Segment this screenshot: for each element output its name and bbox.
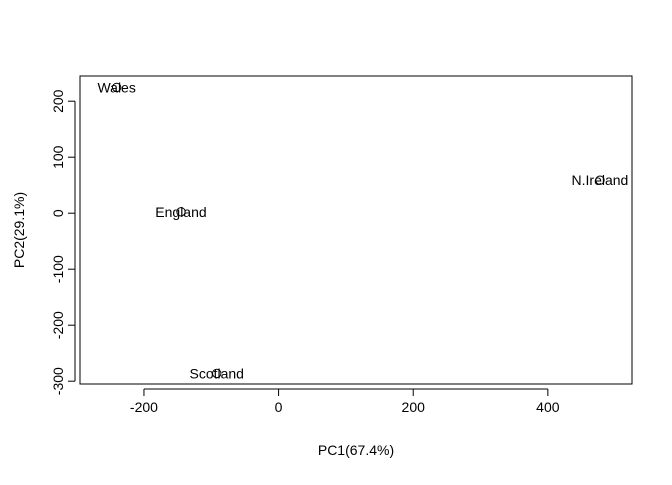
- y-tick-label: 200: [50, 89, 66, 113]
- point-scotland: [212, 368, 222, 379]
- point-wales: [111, 82, 122, 93]
- point-labels-layer: England Wales Scotland N.Ireland: [97, 79, 628, 381]
- point-n-ireland: [595, 175, 605, 185]
- x-tick-label: 200: [402, 399, 426, 415]
- x-tick-label: 400: [536, 399, 560, 415]
- x-axis: -200 0 200 400: [130, 388, 560, 415]
- point-england: [176, 207, 186, 217]
- x-axis-title: PC1(67.4%): [318, 442, 394, 458]
- y-axis: -300 -200 -100 0 100 200: [50, 89, 76, 395]
- point-label-scotland: Scotland: [189, 365, 243, 381]
- plot-box-layer: [79, 75, 633, 385]
- y-tick-label: 0: [50, 209, 66, 217]
- y-tick-label: -300: [50, 367, 66, 395]
- x-tick-label: 0: [275, 399, 283, 415]
- x-tick-label: -200: [130, 399, 158, 415]
- y-tick-label: 100: [50, 145, 66, 169]
- plot-box: [79, 75, 633, 385]
- y-tick-label: -100: [50, 255, 66, 283]
- point-label-england: England: [155, 204, 206, 220]
- points-layer: [111, 82, 605, 379]
- y-axis-title: PC2(29.1%): [11, 192, 27, 268]
- point-label-wales: Wales: [97, 79, 135, 95]
- y-tick-label: -200: [50, 311, 66, 339]
- point-label-n-ireland: N.Ireland: [572, 172, 629, 188]
